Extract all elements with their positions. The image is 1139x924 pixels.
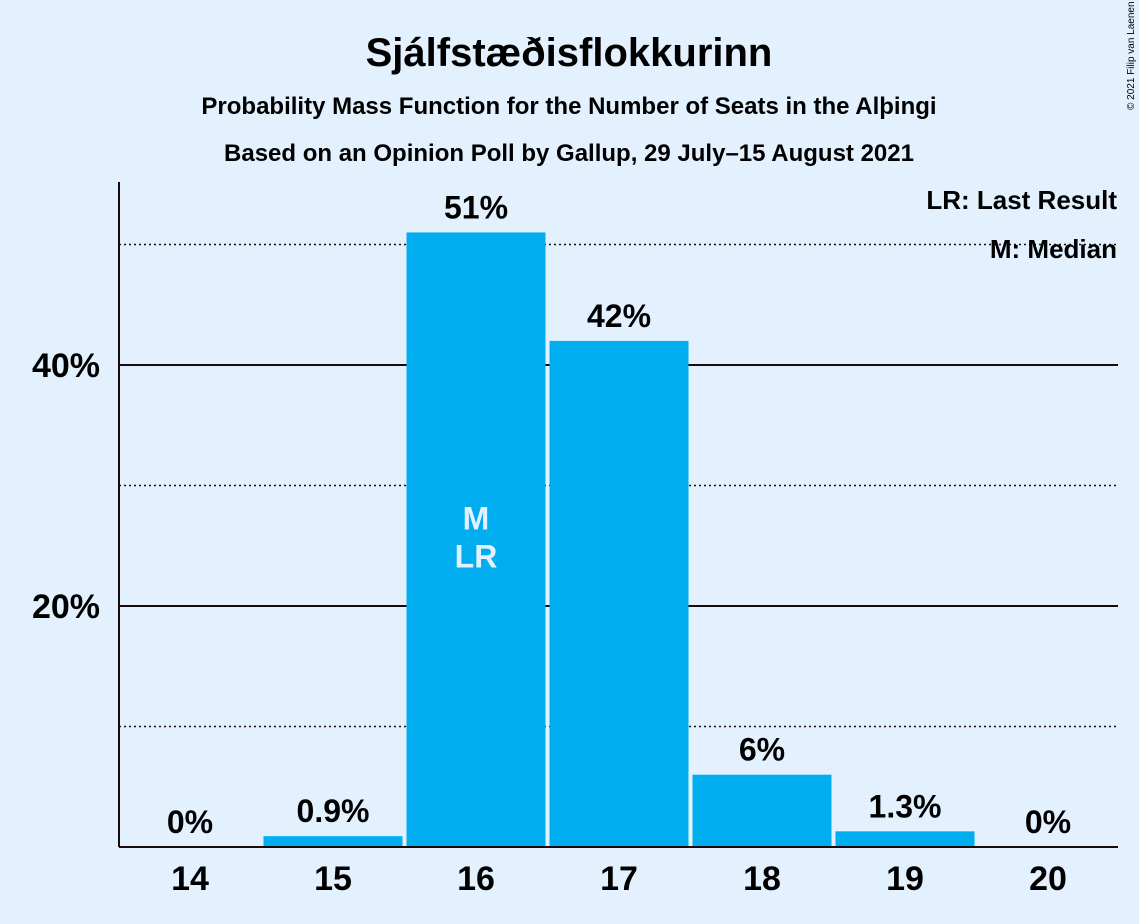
bar (549, 340, 689, 847)
bar (263, 836, 403, 847)
legend-median: M: Median (990, 234, 1117, 264)
x-tick-label: 14 (171, 860, 209, 898)
axes (118, 182, 1118, 848)
chart-title: Sjálfstæðisflokkurinn (366, 31, 773, 75)
copyright-text: © 2021 Filip van Laenen (1126, 1, 1137, 110)
x-tick-label: 19 (886, 860, 924, 898)
median-marker: M (463, 501, 490, 537)
bar (406, 232, 546, 847)
data-label: 51% (444, 189, 508, 225)
data-label: 1.3% (869, 788, 942, 824)
x-tick-label: 17 (600, 860, 638, 898)
x-tick-label: 16 (457, 860, 495, 898)
bars (263, 232, 975, 847)
data-label: 6% (739, 732, 785, 768)
x-tick-label: 15 (314, 860, 352, 898)
chart-subtitle-source: Based on an Opinion Poll by Gallup, 29 J… (224, 140, 914, 167)
bar (692, 774, 832, 847)
y-tick-label: 20% (32, 588, 100, 626)
y-tick-label: 40% (32, 347, 100, 385)
bar (835, 831, 975, 847)
data-label: 0% (167, 804, 213, 840)
legend-last-result: LR: Last Result (926, 185, 1117, 215)
x-tick-label: 18 (743, 860, 781, 898)
data-label: 0% (1025, 804, 1071, 840)
data-labels: 0% 14 0.9% 15 51% 16 MLR 42% 17 6% 18 1.3% 19 0% 20 (167, 189, 1071, 898)
chart-subtitle: Probability Mass Function for the Number… (201, 93, 936, 120)
data-label: 0.9% (297, 793, 370, 829)
data-label: 42% (587, 298, 651, 334)
last-result-marker: LR (455, 539, 498, 575)
x-tick-label: 20 (1029, 860, 1067, 898)
